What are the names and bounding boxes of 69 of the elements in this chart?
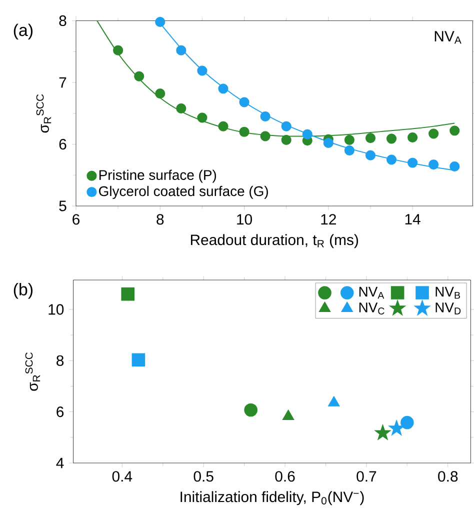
point bbox=[344, 134, 354, 145]
y-axis-title: σ$_{R}$SCC bbox=[36, 94, 52, 133]
chart-title: (b) bbox=[14, 283, 32, 299]
point bbox=[428, 128, 439, 139]
x-tick-label: 6 bbox=[72, 214, 80, 225]
point bbox=[450, 126, 460, 136]
legend-label: NV$_{D}$ bbox=[436, 302, 461, 314]
y-tick-label: 8 bbox=[59, 15, 66, 26]
x-axis-title: Initialization fidelity, P$_{0}$(NV$^{−}$) bbox=[180, 491, 364, 506]
point bbox=[176, 45, 186, 56]
legend-label: NV$_{C}$ bbox=[359, 302, 384, 314]
point bbox=[400, 416, 414, 430]
x-tick-label: 0.7 bbox=[356, 471, 376, 482]
point bbox=[407, 132, 418, 142]
annotation: NV$_{A}$ bbox=[434, 31, 462, 44]
point bbox=[134, 71, 144, 82]
point bbox=[281, 134, 292, 145]
y-axis-title: σ$_{R}$SCC bbox=[25, 352, 40, 391]
y-tick-label: 8 bbox=[56, 355, 64, 366]
point bbox=[428, 160, 439, 170]
point bbox=[407, 158, 418, 168]
point bbox=[281, 121, 292, 132]
point bbox=[239, 126, 250, 137]
point bbox=[239, 97, 250, 108]
point bbox=[323, 138, 334, 148]
point bbox=[344, 145, 354, 156]
y-tick-label: 6 bbox=[59, 138, 66, 150]
point bbox=[374, 424, 391, 440]
point bbox=[328, 396, 340, 406]
point bbox=[260, 111, 270, 122]
point bbox=[386, 134, 397, 144]
y-tick-label: 5 bbox=[59, 200, 66, 212]
y-tick-label: 6 bbox=[56, 406, 64, 418]
x-tick-label: 0.5 bbox=[194, 471, 214, 482]
y-tick-label: 4 bbox=[56, 458, 64, 468]
legend-label: NV$_{A}$ bbox=[359, 286, 384, 299]
x-tick-label: 8 bbox=[156, 214, 164, 225]
point bbox=[386, 154, 397, 165]
x-tick-label: 0.8 bbox=[438, 471, 458, 482]
point bbox=[260, 131, 270, 142]
x-tick-label: 10 bbox=[237, 214, 252, 225]
point bbox=[113, 45, 124, 56]
point bbox=[197, 112, 208, 123]
point bbox=[365, 150, 376, 160]
point bbox=[282, 410, 294, 420]
point bbox=[302, 129, 312, 140]
legend-label: Glycerol coated surface (G) bbox=[99, 186, 268, 199]
legend-label: Pristine surface (P) bbox=[99, 170, 216, 183]
point bbox=[132, 353, 146, 366]
x-tick-label: 12 bbox=[321, 214, 336, 225]
point bbox=[388, 420, 404, 436]
x-tick-label: 0.4 bbox=[112, 471, 132, 482]
point bbox=[218, 84, 228, 94]
x-tick-label: 14 bbox=[405, 214, 420, 224]
point bbox=[365, 133, 376, 144]
chart-title: (a) bbox=[14, 24, 32, 40]
point bbox=[450, 161, 460, 172]
y-tick-label: 10 bbox=[48, 304, 64, 315]
legend-label: NV$_{B}$ bbox=[436, 286, 460, 299]
point bbox=[155, 16, 166, 27]
y-tick-label: 7 bbox=[59, 77, 66, 88]
point bbox=[197, 66, 208, 76]
point bbox=[176, 103, 186, 114]
x-axis-title: Readout duration, t$_{R}$ (ms) bbox=[190, 234, 358, 248]
point bbox=[121, 287, 135, 301]
point bbox=[218, 121, 228, 132]
point bbox=[244, 403, 258, 417]
point bbox=[155, 88, 166, 99]
x-tick-label: 0.6 bbox=[275, 471, 295, 482]
